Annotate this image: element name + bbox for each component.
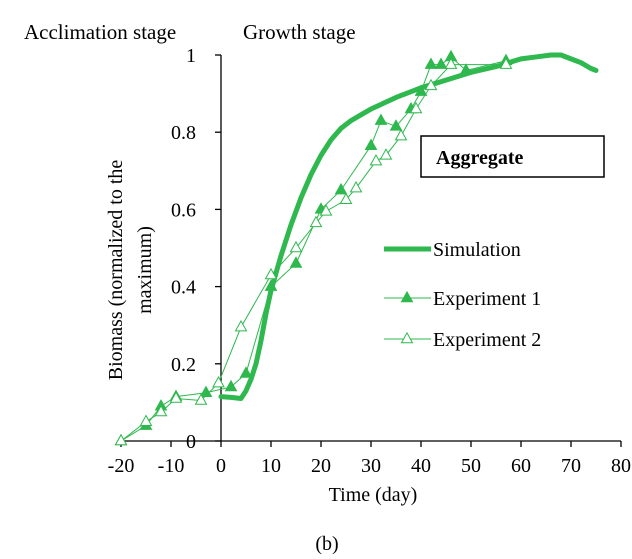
data-point — [369, 153, 383, 166]
x-axis-label: Time (day) — [329, 484, 418, 506]
x-tick-label: 50 — [461, 455, 481, 477]
series-line — [218, 52, 599, 402]
data-point — [224, 379, 238, 392]
x-tick-label: 60 — [511, 455, 531, 477]
data-point — [499, 57, 513, 69]
series-layer — [114, 49, 599, 446]
y-tick-label: 0 — [186, 431, 196, 453]
data-point — [194, 393, 208, 405]
legend-entry-3: Experiment 2 — [384, 329, 541, 351]
stage-label-acclimation: Acclimation stage — [24, 20, 176, 44]
data-point — [349, 181, 363, 193]
data-point — [309, 215, 323, 228]
y-axis-label-line2: maximum) — [134, 226, 156, 314]
data-point — [459, 63, 473, 75]
series-1 — [218, 52, 599, 402]
data-point — [264, 267, 278, 280]
data-point — [239, 366, 253, 378]
x-tick-label: 80 — [611, 455, 631, 477]
legend-label: Experiment 2 — [433, 329, 541, 351]
data-point — [234, 319, 248, 332]
y-tick-label: 1 — [186, 45, 196, 67]
data-point — [169, 391, 183, 403]
data-point — [364, 138, 378, 150]
data-point — [414, 84, 428, 96]
data-point — [319, 204, 333, 216]
data-point — [374, 113, 388, 125]
legend: Simulation Experiment 1 Experiment 2 — [384, 239, 541, 351]
stage-label-growth: Growth stage — [243, 20, 356, 44]
y-axis-label-line1: Biomass (normalized to the — [105, 160, 127, 381]
x-tick-label: 30 — [361, 455, 381, 477]
x-tick-label: 10 — [261, 455, 281, 477]
x-tick-label: 0 — [216, 455, 226, 477]
data-point — [424, 78, 438, 91]
annotation-box-text: Aggregate — [436, 147, 523, 169]
data-point — [289, 240, 303, 253]
data-point — [409, 101, 423, 114]
y-tick-label: 0.2 — [171, 354, 196, 376]
data-point — [114, 433, 128, 446]
data-point — [334, 182, 348, 195]
y-tick-label: 0.6 — [171, 199, 196, 221]
data-point — [339, 192, 353, 205]
data-point — [394, 128, 408, 141]
series-3 — [114, 57, 513, 446]
figure-caption: (b) — [315, 533, 338, 555]
legend-entry-1: Simulation — [384, 239, 521, 261]
series-line — [120, 64, 506, 442]
legend-label: Experiment 1 — [433, 288, 541, 310]
data-point — [424, 57, 438, 69]
x-tick-label: 70 — [561, 455, 581, 477]
legend-marker — [400, 331, 414, 344]
data-point — [289, 256, 303, 268]
x-tick-label: -20 — [108, 455, 135, 477]
x-tick-label: -10 — [158, 455, 185, 477]
data-point — [389, 119, 403, 131]
data-point — [139, 414, 153, 426]
data-point — [379, 148, 393, 160]
y-tick-label: 0.4 — [171, 277, 196, 299]
data-point — [434, 57, 448, 69]
legend-entry-2: Experiment 1 — [384, 288, 541, 310]
x-tick-label: 20 — [311, 455, 331, 477]
data-point — [264, 279, 278, 291]
annotation-box-frame — [420, 135, 605, 178]
data-point — [212, 375, 225, 388]
data-point — [199, 385, 213, 398]
annotation-box: Aggregate — [420, 135, 605, 178]
y-tick-label: 0.8 — [171, 122, 196, 144]
data-point — [154, 404, 168, 417]
stage-labels: Acclimation stage Growth stage — [24, 20, 356, 44]
data-point — [444, 57, 458, 69]
legend-marker — [400, 290, 414, 303]
x-tick-label: 40 — [411, 455, 431, 477]
legend-label: Simulation — [433, 239, 521, 261]
